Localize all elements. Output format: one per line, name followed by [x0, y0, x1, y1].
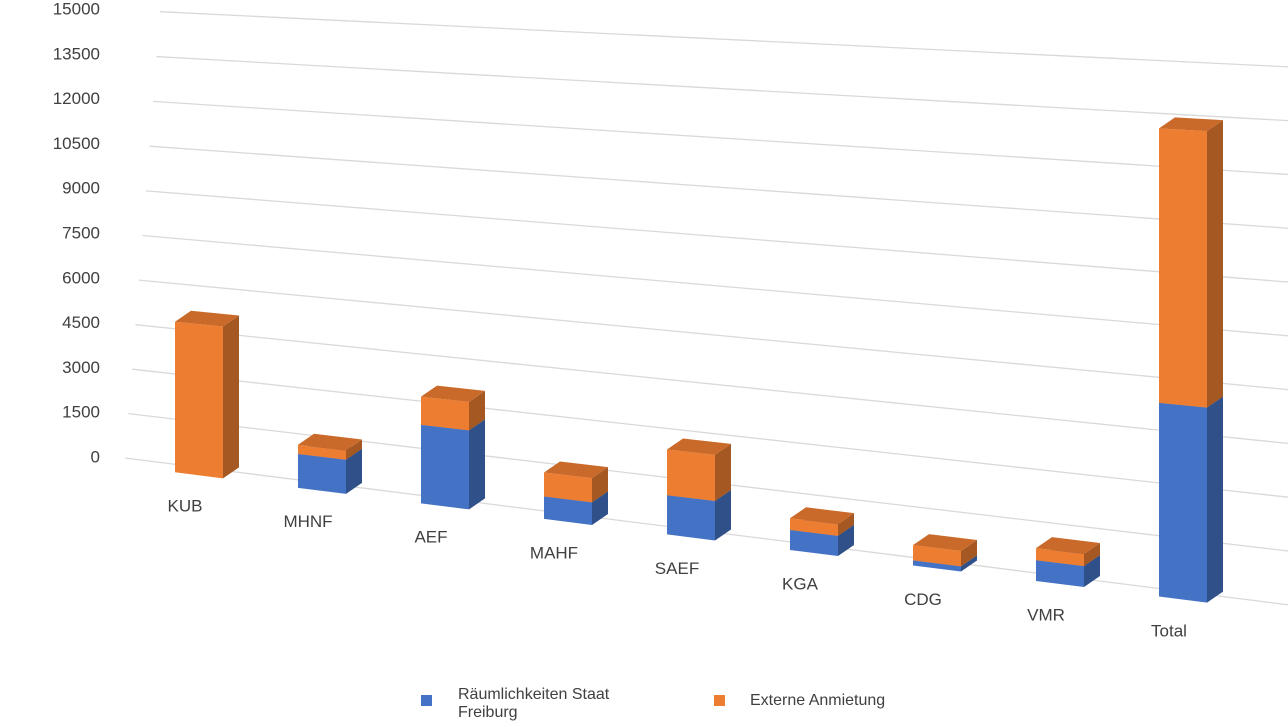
x-tick-label: KGA [782, 574, 819, 593]
bar-top [421, 385, 485, 402]
grid-line [149, 145, 1288, 229]
x-tick-label: AEF [414, 528, 447, 547]
grid-line [138, 279, 1288, 391]
bar-top [1036, 537, 1100, 554]
bar [544, 496, 592, 525]
bar [913, 560, 961, 572]
bar [544, 472, 592, 503]
bar-side [838, 513, 854, 536]
bar-side [1207, 396, 1223, 603]
x-tick-label: KUB [168, 496, 203, 515]
legend-swatch [421, 695, 432, 706]
bar [1159, 128, 1207, 408]
bar-side [1084, 542, 1100, 567]
legend-swatch [714, 695, 725, 706]
bar-side [469, 419, 485, 510]
x-tick-label: CDG [904, 590, 942, 609]
bar-side [346, 439, 362, 460]
bar-top [544, 461, 608, 479]
grid-line [152, 100, 1288, 176]
bar [1036, 560, 1084, 588]
bar [298, 444, 346, 460]
bar-side [223, 315, 239, 479]
bar [667, 449, 715, 501]
bar-side [592, 491, 608, 525]
bar-top [913, 534, 977, 552]
y-tick-label: 4500 [62, 313, 100, 332]
y-tick-label: 15000 [53, 0, 100, 18]
grid-line [159, 11, 1288, 68]
bar-top [175, 310, 239, 327]
x-tick-label: MAHF [530, 543, 578, 562]
y-tick-label: 1500 [62, 403, 100, 422]
bar-side [346, 448, 362, 494]
bar [175, 321, 223, 479]
grid-line [131, 368, 1288, 498]
bar-side [961, 540, 977, 567]
bar [1159, 402, 1207, 603]
bar [913, 545, 961, 567]
bar [298, 454, 346, 494]
bar-side [838, 524, 854, 556]
x-tick-label: MHNF [283, 512, 332, 531]
bar-top [1159, 117, 1223, 132]
bar-side [715, 443, 731, 501]
bar [1036, 548, 1084, 567]
y-tick-label: 7500 [62, 223, 100, 242]
bar-side [715, 489, 731, 541]
bar-side [1084, 555, 1100, 588]
y-tick-label: 13500 [53, 44, 100, 63]
x-tick-label: SAEF [655, 559, 699, 578]
bar [667, 495, 715, 541]
bar-side [469, 390, 485, 431]
grid-line [145, 190, 1288, 283]
bar [790, 518, 838, 536]
y-tick-label: 6000 [62, 268, 100, 287]
bar [421, 396, 469, 431]
y-tick-label: 10500 [53, 134, 100, 153]
legend-label: Räumlichkeiten Staat Freiburg [458, 686, 610, 721]
chart: 0 1500 3000 4500 6000 7500 9000 10500 12000 13500… [53, 0, 1288, 640]
bar-top [790, 507, 854, 525]
x-tick-label: Total [1151, 621, 1187, 640]
x-tick-label: VMR [1027, 606, 1065, 625]
bar [790, 529, 838, 556]
y-tick-label: 0 [91, 447, 100, 466]
y-tick-label: 3000 [62, 358, 100, 377]
bar-side [961, 555, 977, 572]
bar-top [298, 433, 362, 451]
bar [421, 424, 469, 510]
bar-side [1207, 120, 1223, 408]
grid-line [156, 55, 1288, 122]
grid-line [142, 234, 1288, 337]
bar-top [667, 438, 731, 455]
bar-side [592, 467, 608, 503]
legend-label: Externe Anmietung [750, 692, 886, 709]
y-tick-label: 9000 [62, 179, 100, 198]
y-tick-label: 12000 [53, 89, 100, 108]
grid-line [135, 324, 1288, 445]
